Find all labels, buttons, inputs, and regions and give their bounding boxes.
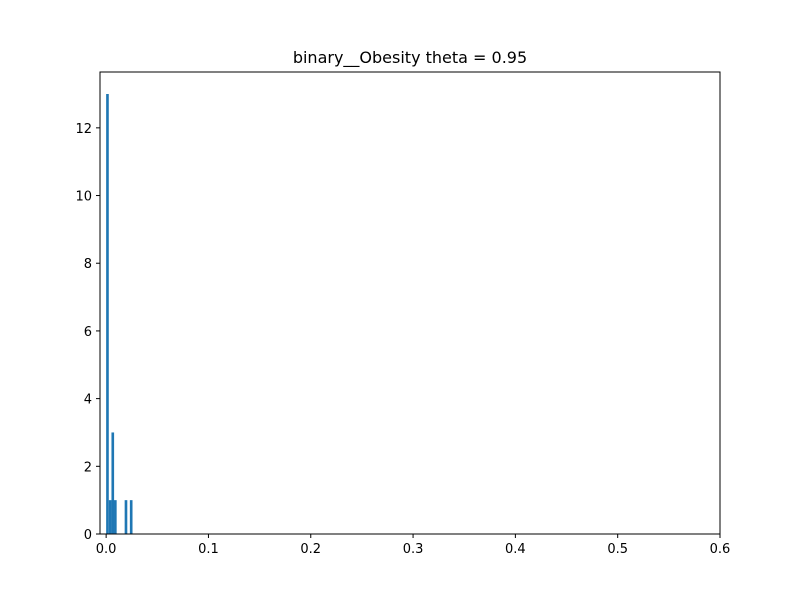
y-tick-label: 10 [75,190,92,205]
x-tick-label: 0.6 [710,542,731,557]
x-tick-label: 0.5 [607,542,628,557]
y-axis: 0 2 4 6 8 10 12 [75,122,100,543]
x-tick-label: 0.1 [198,542,219,557]
histogram-bar [108,500,112,534]
y-tick-label: 2 [84,460,92,475]
chart-title: binary__Obesity theta = 0.95 [293,48,527,68]
y-tick-label: 4 [84,393,92,408]
y-tick-label: 6 [84,325,92,340]
x-tick-label: 0.2 [300,542,321,557]
x-axis: 0.0 0.1 0.2 0.3 0.4 0.5 0.6 [96,534,731,557]
x-tick-label: 0.3 [403,542,424,557]
histogram-bar [129,500,133,534]
y-tick-label: 8 [84,257,92,272]
y-tick-label: 12 [75,122,92,137]
x-tick-label: 0.0 [96,542,117,557]
x-tick-label: 0.4 [505,542,526,557]
bars-layer [106,94,133,534]
plot-frame [99,71,721,535]
histogram-bar [106,94,109,534]
y-tick-label: 0 [84,528,92,543]
histogram-bar [111,432,115,534]
histogram-bar [114,500,117,534]
histogram-bar [124,500,128,534]
